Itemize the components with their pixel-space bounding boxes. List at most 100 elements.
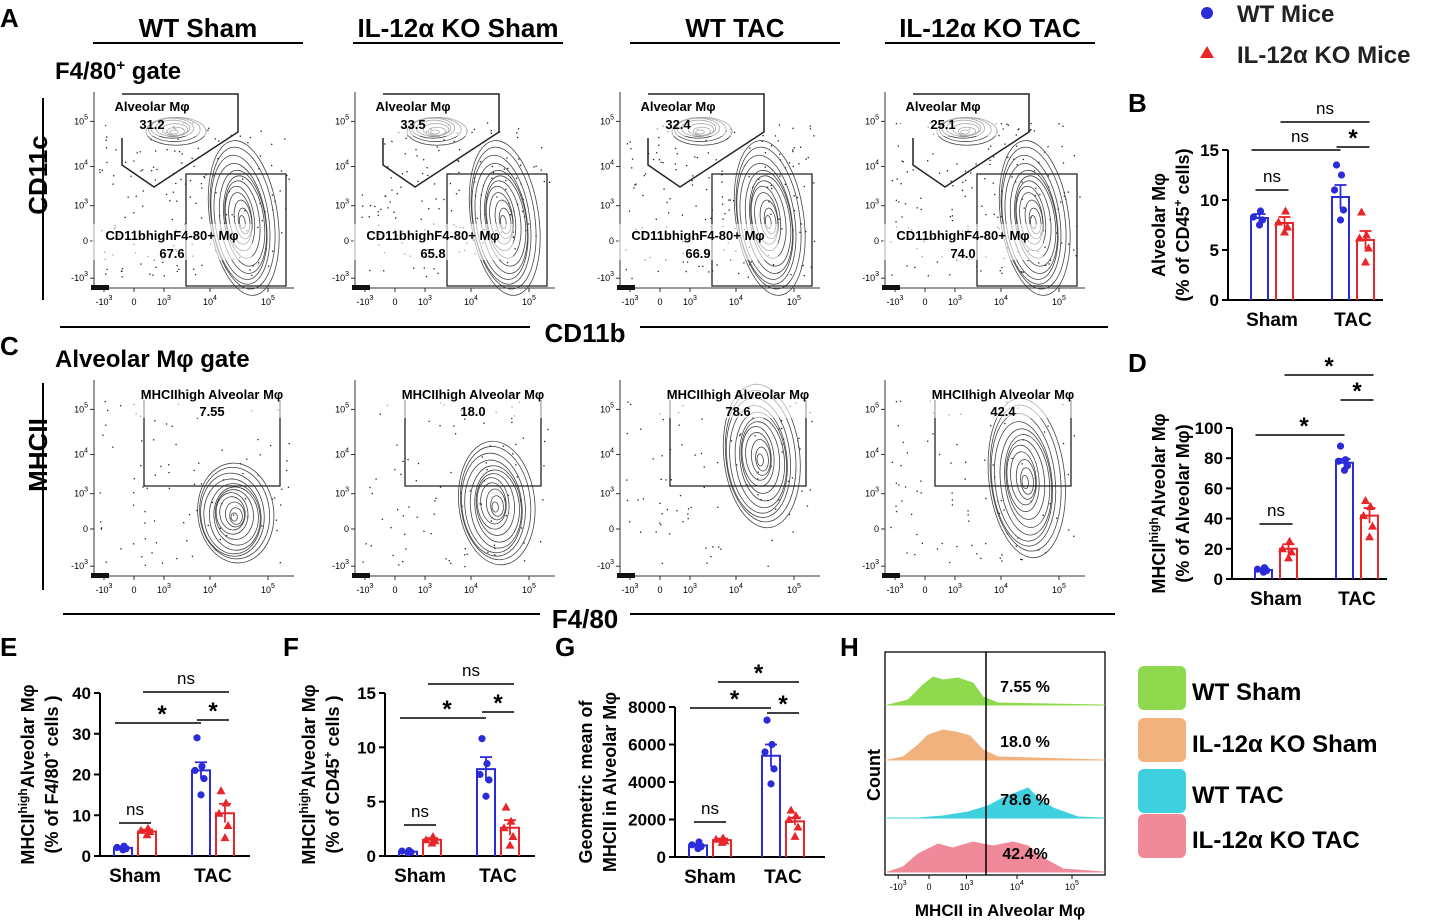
event-dot (413, 267, 415, 269)
tick-exponent: 3 (370, 295, 374, 302)
data-point (791, 811, 801, 820)
event-dot (485, 462, 487, 464)
event-dot (681, 444, 683, 446)
event-dot (715, 159, 717, 161)
event-dot (631, 167, 633, 169)
y-axis-label: MHCIIhighAlveolar Mφ (297, 684, 319, 864)
event-dot (178, 151, 181, 153)
event-dot (792, 531, 794, 533)
histogram-percentage: 42.4% (1002, 846, 1047, 863)
y-tick-label: 8000 (628, 698, 666, 717)
sig-label: ns (126, 800, 144, 819)
panel-letter-b: B (1128, 88, 1147, 118)
label-sup: high (297, 788, 311, 813)
event-dot (811, 420, 813, 423)
event-dot (1003, 509, 1005, 511)
event-dot (427, 174, 429, 177)
contour-line (1006, 444, 1040, 512)
y-tick-label: 103 (600, 199, 614, 211)
event-dot (656, 152, 658, 154)
contour-line (490, 495, 504, 517)
event-dot (121, 267, 124, 270)
bar (1250, 217, 1269, 300)
event-dot (721, 170, 723, 173)
group-header: IL-12α KO TAC (899, 13, 1081, 43)
contour-line (458, 440, 536, 566)
data-point (711, 834, 721, 843)
event-dot (799, 146, 802, 148)
event-dot (1000, 123, 1003, 125)
panel-a-x-axis-label: CD11b (545, 318, 626, 348)
y-tick-label: 105 (74, 114, 88, 126)
event-dot (890, 526, 892, 529)
event-dot (201, 264, 203, 266)
event-dot (721, 196, 724, 198)
event-dot (757, 494, 759, 496)
event-dot (768, 201, 770, 203)
event-dot (902, 161, 904, 163)
event-dot (154, 420, 156, 422)
y-tick-label: 0 (609, 236, 614, 246)
axis-pileup (617, 285, 635, 290)
tick-exponent: 3 (345, 271, 349, 278)
event-dot (952, 184, 954, 187)
event-dot (369, 269, 371, 272)
x-tick-label: -103 (96, 295, 113, 307)
event-dot (149, 273, 151, 275)
event-dot (936, 548, 939, 550)
label-part: cells) (1173, 148, 1193, 199)
histogram-legend-swatch (1138, 769, 1186, 813)
event-dot (1073, 154, 1076, 157)
event-dot (627, 401, 629, 403)
data-point (508, 831, 518, 840)
event-dot (271, 194, 274, 196)
event-dot (391, 189, 393, 191)
event-dot (150, 169, 153, 172)
event-dot (286, 460, 288, 462)
event-dot (203, 175, 205, 178)
data-point (200, 774, 208, 783)
x-tick-label: 103 (157, 583, 171, 595)
event-dot (807, 156, 809, 159)
alveolar-gate-label: Alveolar Mφ (640, 99, 715, 114)
event-dot (1001, 266, 1003, 269)
event-dot (766, 186, 769, 188)
event-dot (781, 228, 783, 230)
label-bg (650, 384, 830, 418)
mhcii-gate-value: 7.55 (199, 404, 224, 419)
y-axis-label: MHCIIhighAlveolar Mφ (1147, 413, 1169, 593)
event-dot (994, 193, 996, 196)
contour-line (209, 146, 276, 290)
event-dot (242, 472, 244, 475)
y-axis-label: (% of CD45+ cells) (1171, 148, 1193, 301)
event-dot (703, 466, 705, 468)
histogram-legend-swatch (1138, 814, 1186, 858)
event-dot (232, 514, 235, 516)
event-dot (1015, 545, 1017, 547)
event-dot (433, 513, 435, 515)
tick-exponent: 3 (167, 295, 171, 302)
event-dot (793, 210, 796, 212)
event-dot (705, 547, 707, 549)
y-tick-label: 0 (83, 236, 88, 246)
axis-pileup (91, 573, 109, 578)
event-dot (1015, 145, 1018, 147)
mhcii-gate-label: MHCIIhigh Alveolar Mφ (667, 387, 809, 402)
mhcii-gate-label: MHCIIhigh Alveolar Mφ (932, 387, 1074, 402)
tick-exponent: 3 (345, 199, 349, 206)
data-point (1362, 230, 1371, 239)
event-dot (956, 163, 958, 165)
event-dot (493, 544, 496, 546)
sig-label: * (208, 698, 218, 725)
event-dot (1035, 187, 1037, 189)
event-dot (778, 428, 780, 430)
data-point (763, 716, 771, 724)
event-dot (176, 270, 178, 273)
sig-label: * (730, 686, 740, 713)
event-dot (669, 533, 671, 535)
event-dot (992, 464, 994, 466)
event-dot (732, 199, 735, 202)
y-tick-label: 105 (74, 402, 88, 414)
x-tick-label: 104 (203, 295, 217, 307)
event-dot (658, 159, 661, 161)
